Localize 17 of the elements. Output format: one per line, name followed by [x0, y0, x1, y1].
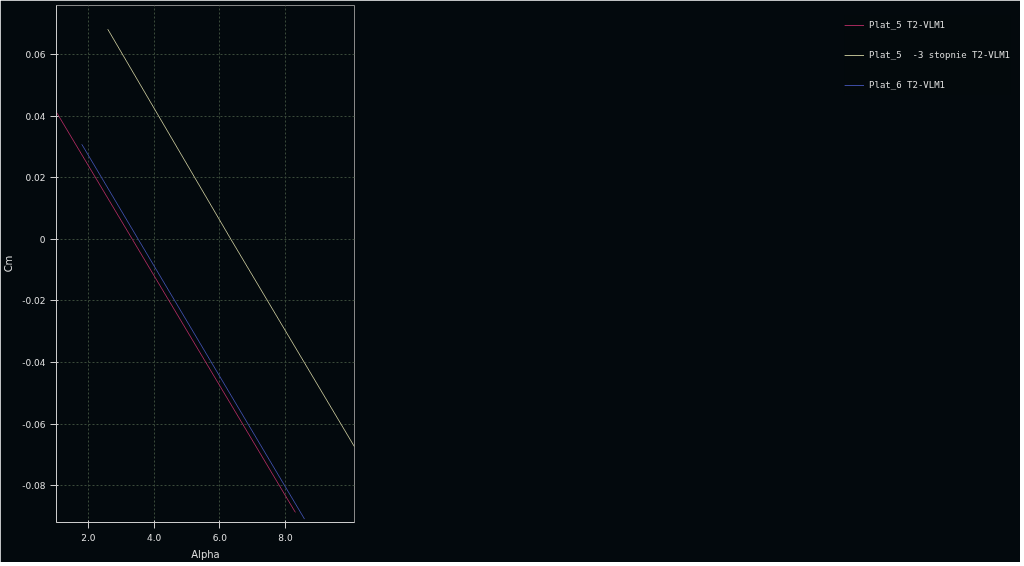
y-tick-label: -0.02 — [22, 296, 46, 307]
y-tick-label: 0.06 — [25, 50, 46, 61]
y-axis-title: Cm — [3, 255, 15, 273]
y-tick-label: -0.08 — [22, 481, 46, 492]
legend-label: Plat_5 T2-VLM1 — [869, 20, 945, 30]
y-tick-label: 0.04 — [25, 111, 46, 122]
x-tick-label: 6.0 — [212, 532, 228, 543]
legend-label: Plat_5 -3 stopnie T2-VLM1 — [869, 50, 1010, 60]
y-tick-label: 0.02 — [25, 173, 46, 184]
y-tick-label: 0 — [39, 234, 46, 245]
x-tick-label: 4.0 — [146, 532, 162, 543]
legend-label: Plat_6 T2-VLM1 — [869, 80, 945, 90]
x-tick-label: 8.0 — [278, 532, 293, 543]
x-axis-title: Alpha — [191, 548, 220, 560]
y-tick-label: -0.04 — [22, 357, 46, 368]
x-tick-label: 2.0 — [81, 532, 96, 543]
y-tick-label: -0.06 — [22, 419, 46, 430]
